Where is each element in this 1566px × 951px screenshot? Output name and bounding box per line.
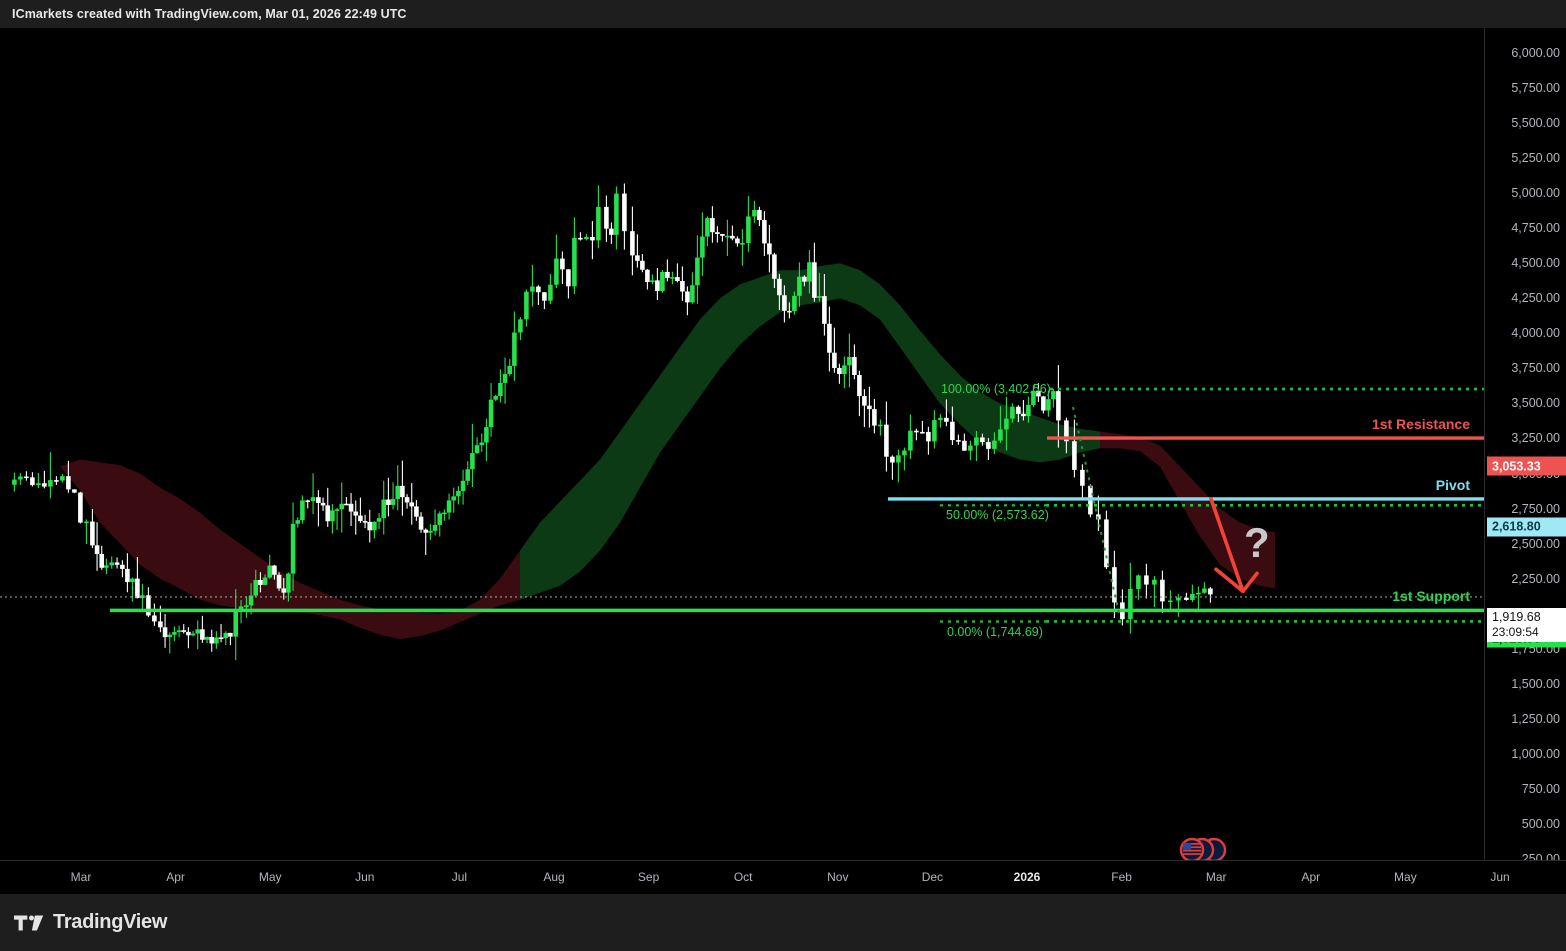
price-tick-label: 4,750.00 xyxy=(1511,221,1560,236)
fib-100-label: 100.00% (3,402.56) xyxy=(941,382,1051,397)
fib-0-label: 0.00% (1,744.69) xyxy=(947,625,1043,640)
down-arrow-shaft xyxy=(1209,496,1245,594)
bar-countdown: 23:09:54 xyxy=(1492,624,1539,639)
price-tick-label: 2,500.00 xyxy=(1511,536,1560,551)
candlestick-series xyxy=(12,183,1213,661)
time-tick-label: May xyxy=(258,870,282,884)
price-tick-label: 5,500.00 xyxy=(1511,116,1560,131)
time-tick-label: Jun xyxy=(355,870,375,884)
tradingview-logo-text: TradingView xyxy=(53,911,168,933)
time-tick-label: Feb xyxy=(1111,870,1132,884)
resistance-price-pill[interactable]: 3,053.33 xyxy=(1487,456,1566,476)
pivot-price-pill[interactable]: 2,618.80 xyxy=(1487,517,1566,537)
chart-footer: TradingView xyxy=(0,894,1566,951)
price-tick-label: 4,000.00 xyxy=(1511,326,1560,341)
last-price-value: 1,919.68 xyxy=(1492,609,1541,624)
price-axis[interactable]: 6,000.00 5,750.00 5,500.00 5,250.00 5,000.00… xyxy=(1484,28,1566,866)
price-tick-label: 1,000.00 xyxy=(1511,746,1560,761)
attribution-text: ICmarkets created with TradingView.com, … xyxy=(12,7,407,21)
chart-plot-area[interactable]: 100.00% (3,402.56) 50.00% (2,573.62) 0.00%… xyxy=(0,28,1484,860)
time-axis[interactable]: Mar Apr May Jun Jul Aug Sep Oct Nov Dec 2026 Feb Mar… xyxy=(0,860,1566,894)
time-tick-label: Jun xyxy=(1490,870,1510,884)
economic-event-markers[interactable] xyxy=(1179,837,1227,860)
price-tick-label: 2,250.00 xyxy=(1511,571,1560,586)
price-tick-label: 3,750.00 xyxy=(1511,361,1560,376)
ichimoku-cloud-segment xyxy=(1100,431,1275,589)
time-tick-label: Sep xyxy=(637,870,660,884)
time-tick-label: Dec xyxy=(921,870,944,884)
time-tick-label: Aug xyxy=(543,870,565,884)
time-tick-label: Apr xyxy=(1301,870,1321,884)
price-tick-label: 3,250.00 xyxy=(1511,431,1560,446)
fib-50-label: 50.00% (2,573.62) xyxy=(946,508,1049,523)
price-tick-label: 5,000.00 xyxy=(1511,186,1560,201)
price-tick-label: 5,250.00 xyxy=(1511,151,1560,166)
pivot-line-label: Pivot xyxy=(1435,476,1470,493)
chart-header: ICmarkets created with TradingView.com, … xyxy=(0,0,1566,28)
question-mark-annotation: ? xyxy=(1244,518,1270,566)
price-tick-label: 750.00 xyxy=(1521,781,1560,796)
support-line-label: 1st Support xyxy=(1392,588,1470,605)
ichimoku-cloud-segment xyxy=(520,263,1100,600)
ichimoku-cloud-segment xyxy=(60,459,520,639)
price-tick-label: 5,750.00 xyxy=(1511,81,1560,96)
resistance-line-label: 1st Resistance xyxy=(1371,416,1470,433)
price-tick-label: 4,500.00 xyxy=(1511,256,1560,271)
tradingview-logo-icon xyxy=(14,915,44,930)
last-price-pill[interactable]: 1,919.68 23:09:54 xyxy=(1487,607,1566,642)
time-tick-label: Jul xyxy=(451,870,468,884)
time-tick-label: May xyxy=(1394,870,1417,884)
time-tick-label: Nov xyxy=(827,870,849,884)
chart-canvas xyxy=(0,183,1484,860)
price-tick-label: 6,000.00 xyxy=(1511,46,1560,60)
price-tick-label: 500.00 xyxy=(1521,816,1560,831)
price-tick-label: 1,250.00 xyxy=(1511,711,1560,726)
time-tick-label: Mar xyxy=(70,870,92,884)
price-tick-label: 2,750.00 xyxy=(1511,501,1560,516)
down-arrow-head xyxy=(1214,567,1259,594)
tradingview-logo: TradingView xyxy=(0,911,167,934)
time-tick-label: Apr xyxy=(166,870,185,884)
time-tick-label: 2026 xyxy=(1013,870,1041,884)
time-tick-label: Mar xyxy=(1205,870,1227,884)
price-tick-label: 3,500.00 xyxy=(1511,396,1560,411)
price-tick-label: 4,250.00 xyxy=(1511,291,1560,306)
price-tick-label: 1,500.00 xyxy=(1511,676,1560,691)
time-tick-label: Oct xyxy=(733,870,753,884)
